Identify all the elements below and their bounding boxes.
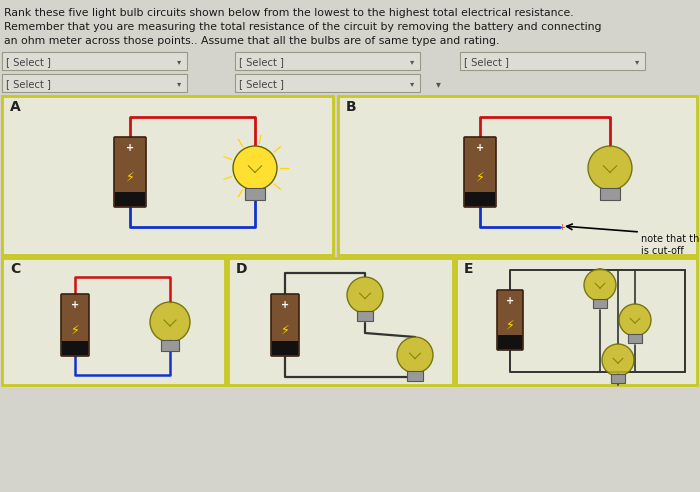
Text: B: B bbox=[346, 100, 356, 114]
Text: note that the blue wire
is cut-off: note that the blue wire is cut-off bbox=[641, 234, 700, 256]
Bar bbox=[407, 371, 423, 381]
Bar bbox=[2, 258, 225, 385]
Circle shape bbox=[588, 146, 632, 190]
Circle shape bbox=[584, 269, 616, 301]
Text: ⚡: ⚡ bbox=[281, 324, 289, 337]
Text: C: C bbox=[10, 262, 20, 276]
Bar bbox=[245, 188, 265, 200]
Text: ▾: ▾ bbox=[410, 80, 414, 89]
Text: ⚡: ⚡ bbox=[125, 171, 134, 184]
FancyBboxPatch shape bbox=[114, 137, 146, 207]
Text: ▾: ▾ bbox=[177, 80, 181, 89]
Text: ⚡: ⚡ bbox=[71, 324, 79, 337]
Bar bbox=[338, 96, 697, 255]
Bar bbox=[161, 340, 179, 351]
Bar bbox=[465, 192, 495, 206]
FancyBboxPatch shape bbox=[497, 290, 523, 350]
FancyBboxPatch shape bbox=[2, 74, 187, 92]
Text: [ Select ]: [ Select ] bbox=[464, 57, 509, 67]
Bar bbox=[600, 188, 620, 200]
Circle shape bbox=[347, 277, 383, 313]
Text: [ Select ]: [ Select ] bbox=[6, 57, 51, 67]
Bar bbox=[2, 96, 333, 255]
Text: ▾: ▾ bbox=[410, 58, 414, 66]
Text: A: A bbox=[10, 100, 21, 114]
FancyBboxPatch shape bbox=[464, 137, 496, 207]
Circle shape bbox=[397, 337, 433, 373]
Text: +: + bbox=[71, 300, 79, 310]
Bar bbox=[498, 335, 522, 349]
Circle shape bbox=[619, 304, 651, 336]
Text: Rank these five light bulb circuits shown below from the lowest to the highest t: Rank these five light bulb circuits show… bbox=[4, 8, 573, 18]
Bar bbox=[456, 258, 697, 385]
Text: E: E bbox=[464, 262, 473, 276]
Text: +: + bbox=[559, 222, 566, 232]
Circle shape bbox=[602, 344, 634, 376]
Bar bbox=[593, 299, 607, 308]
FancyBboxPatch shape bbox=[235, 74, 420, 92]
Text: Remember that you are measuring the total resistance of the circuit by removing : Remember that you are measuring the tota… bbox=[4, 22, 601, 32]
Bar bbox=[115, 192, 145, 206]
Text: ▾: ▾ bbox=[635, 58, 639, 66]
FancyBboxPatch shape bbox=[235, 52, 420, 70]
Circle shape bbox=[150, 302, 190, 342]
Circle shape bbox=[233, 146, 277, 190]
Text: ⚡: ⚡ bbox=[475, 171, 484, 184]
Bar bbox=[628, 334, 642, 343]
FancyBboxPatch shape bbox=[460, 52, 645, 70]
Text: [ Select ]: [ Select ] bbox=[239, 57, 284, 67]
Text: +: + bbox=[281, 300, 289, 310]
Text: D: D bbox=[236, 262, 248, 276]
Bar bbox=[611, 374, 625, 383]
Bar bbox=[228, 258, 453, 385]
Text: ▾: ▾ bbox=[435, 79, 440, 89]
Bar bbox=[272, 341, 298, 355]
Text: ⚡: ⚡ bbox=[505, 318, 514, 332]
FancyBboxPatch shape bbox=[2, 52, 187, 70]
Bar bbox=[62, 341, 88, 355]
Text: ▾: ▾ bbox=[177, 58, 181, 66]
Text: an ohm meter across those points.. Assume that all the bulbs are of same type an: an ohm meter across those points.. Assum… bbox=[4, 36, 499, 46]
FancyBboxPatch shape bbox=[271, 294, 299, 356]
Bar bbox=[357, 311, 373, 321]
Text: +: + bbox=[506, 296, 514, 306]
Text: [ Select ]: [ Select ] bbox=[239, 79, 284, 89]
Text: +: + bbox=[126, 143, 134, 153]
Text: [ Select ]: [ Select ] bbox=[6, 79, 51, 89]
FancyBboxPatch shape bbox=[61, 294, 89, 356]
Text: +: + bbox=[476, 143, 484, 153]
